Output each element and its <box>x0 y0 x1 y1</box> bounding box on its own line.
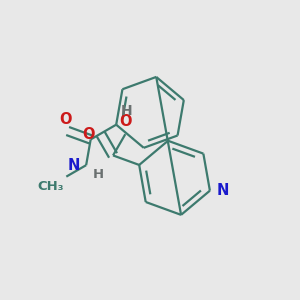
Text: N: N <box>217 183 230 198</box>
Text: O: O <box>60 112 72 127</box>
Text: N: N <box>68 158 80 173</box>
Text: H: H <box>93 169 104 182</box>
Text: H: H <box>121 104 132 118</box>
Text: O: O <box>119 114 132 129</box>
Text: O: O <box>82 127 95 142</box>
Text: CH₃: CH₃ <box>37 180 64 193</box>
